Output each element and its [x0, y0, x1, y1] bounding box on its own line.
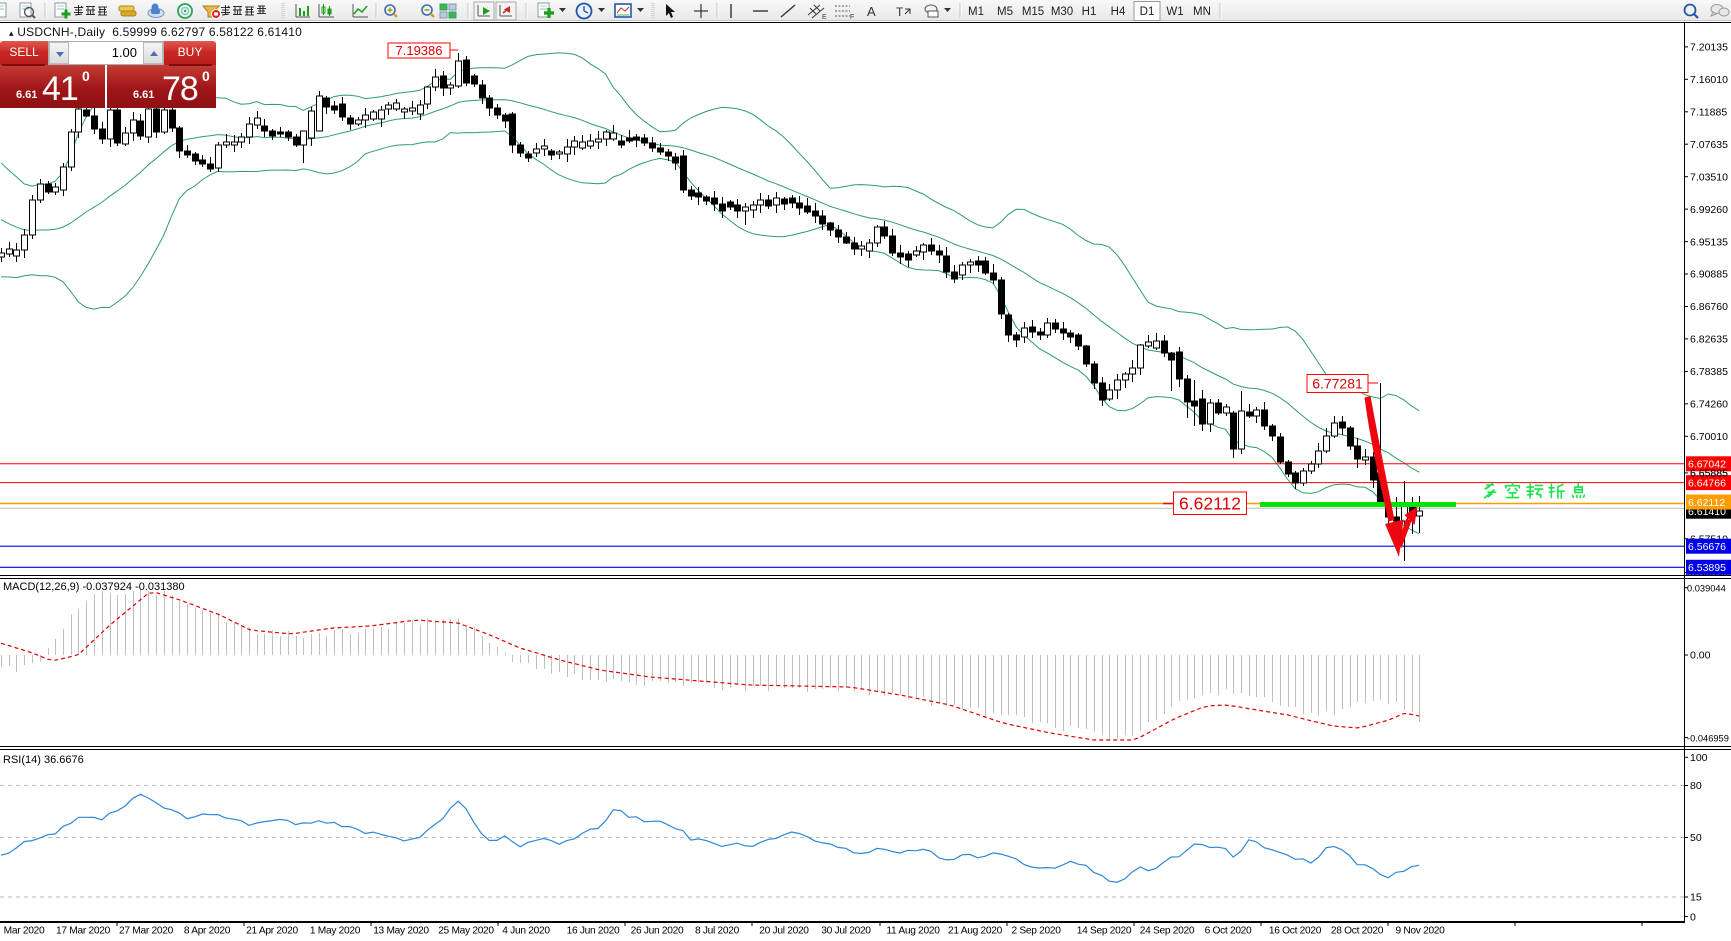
svg-text:6.78385: 6.78385 [1690, 366, 1728, 378]
svg-text:25 May 2020: 25 May 2020 [438, 926, 494, 937]
svg-text:E: E [822, 14, 827, 21]
svg-text:8 Apr 2020: 8 Apr 2020 [184, 926, 231, 937]
svg-text:26 Jun 2020: 26 Jun 2020 [631, 926, 684, 937]
svg-text:M30: M30 [1051, 6, 1073, 18]
svg-text:80: 80 [1690, 780, 1702, 792]
svg-text:M5: M5 [997, 6, 1013, 18]
svg-text:M1: M1 [968, 6, 984, 18]
svg-text:D1: D1 [1140, 6, 1155, 18]
svg-text:6.62112: 6.62112 [1688, 497, 1725, 509]
svg-text:6.82635: 6.82635 [1690, 334, 1728, 346]
svg-text:A: A [867, 4, 876, 19]
svg-text:H1: H1 [1082, 6, 1097, 18]
svg-text:8 Jul 2020: 8 Jul 2020 [695, 926, 740, 937]
svg-text:7.16010: 7.16010 [1690, 74, 1728, 86]
svg-text:6.86760: 6.86760 [1690, 301, 1728, 313]
svg-text:MN: MN [1193, 6, 1211, 18]
svg-text:7.20135: 7.20135 [1690, 42, 1728, 54]
svg-text:M15: M15 [1022, 6, 1044, 18]
svg-text:RSI(14) 36.6676: RSI(14) 36.6676 [3, 754, 84, 766]
svg-text:W1: W1 [1166, 6, 1183, 18]
svg-text:6.70010: 6.70010 [1690, 431, 1728, 443]
svg-text:6.77281: 6.77281 [1312, 376, 1363, 392]
svg-text:Mar 2020: Mar 2020 [4, 926, 45, 937]
svg-text:30 Jul 2020: 30 Jul 2020 [821, 926, 871, 937]
svg-text:6.65885: 6.65885 [1690, 468, 1728, 480]
svg-text:27 Mar 2020: 27 Mar 2020 [119, 926, 174, 937]
svg-text:50: 50 [1690, 832, 1702, 844]
svg-text:0: 0 [1690, 911, 1696, 923]
svg-text:7.19386: 7.19386 [396, 43, 443, 58]
svg-text:T: T [896, 5, 904, 19]
svg-text:6.74260: 6.74260 [1690, 399, 1728, 411]
svg-text:6.67042: 6.67042 [1688, 459, 1726, 471]
svg-text:6.95135: 6.95135 [1690, 236, 1728, 248]
svg-text:14 Sep 2020: 14 Sep 2020 [1077, 926, 1132, 937]
svg-text:7.03510: 7.03510 [1690, 171, 1728, 183]
svg-text:-0.046959: -0.046959 [1687, 733, 1729, 743]
svg-text:F: F [850, 14, 854, 21]
svg-text:0.039044: 0.039044 [1687, 583, 1726, 593]
svg-text:MACD(12,26,9) -0.037924 -0.031: MACD(12,26,9) -0.037924 -0.031380 [3, 581, 185, 593]
svg-text:7.07635: 7.07635 [1690, 139, 1728, 151]
svg-text:16 Oct 2020: 16 Oct 2020 [1269, 926, 1322, 937]
svg-text:6 Oct 2020: 6 Oct 2020 [1205, 926, 1252, 937]
svg-text:6.56676: 6.56676 [1688, 541, 1726, 553]
svg-text:6.53895: 6.53895 [1688, 562, 1726, 574]
svg-text:H4: H4 [1111, 6, 1126, 18]
svg-text:6.64766: 6.64766 [1688, 477, 1726, 489]
svg-text:16 Jun 2020: 16 Jun 2020 [567, 926, 620, 937]
svg-text:4 Jun 2020: 4 Jun 2020 [502, 926, 550, 937]
svg-text:11 Aug 2020: 11 Aug 2020 [886, 926, 940, 937]
svg-text:21 Aug 2020: 21 Aug 2020 [948, 926, 1003, 937]
svg-text:100: 100 [1690, 752, 1708, 764]
svg-text:1 May 2020: 1 May 2020 [310, 926, 361, 937]
svg-text:17 Mar 2020: 17 Mar 2020 [56, 926, 111, 937]
svg-text:24 Sep 2020: 24 Sep 2020 [1140, 926, 1195, 937]
svg-text:6.62112: 6.62112 [1179, 494, 1241, 514]
svg-text:2 Sep 2020: 2 Sep 2020 [1011, 926, 1061, 937]
svg-text:9 Nov 2020: 9 Nov 2020 [1395, 926, 1445, 937]
svg-text:20 Jul 2020: 20 Jul 2020 [759, 926, 809, 937]
svg-text:0.00: 0.00 [1690, 650, 1711, 662]
svg-text:15: 15 [1690, 892, 1702, 904]
svg-text:28 Oct 2020: 28 Oct 2020 [1331, 926, 1384, 937]
svg-text:7.11885: 7.11885 [1690, 107, 1727, 119]
svg-text:6.90885: 6.90885 [1690, 269, 1728, 281]
svg-text:6.99260: 6.99260 [1690, 204, 1728, 216]
svg-text:13 May 2020: 13 May 2020 [373, 926, 429, 937]
svg-text:21 Apr 2020: 21 Apr 2020 [246, 926, 298, 937]
